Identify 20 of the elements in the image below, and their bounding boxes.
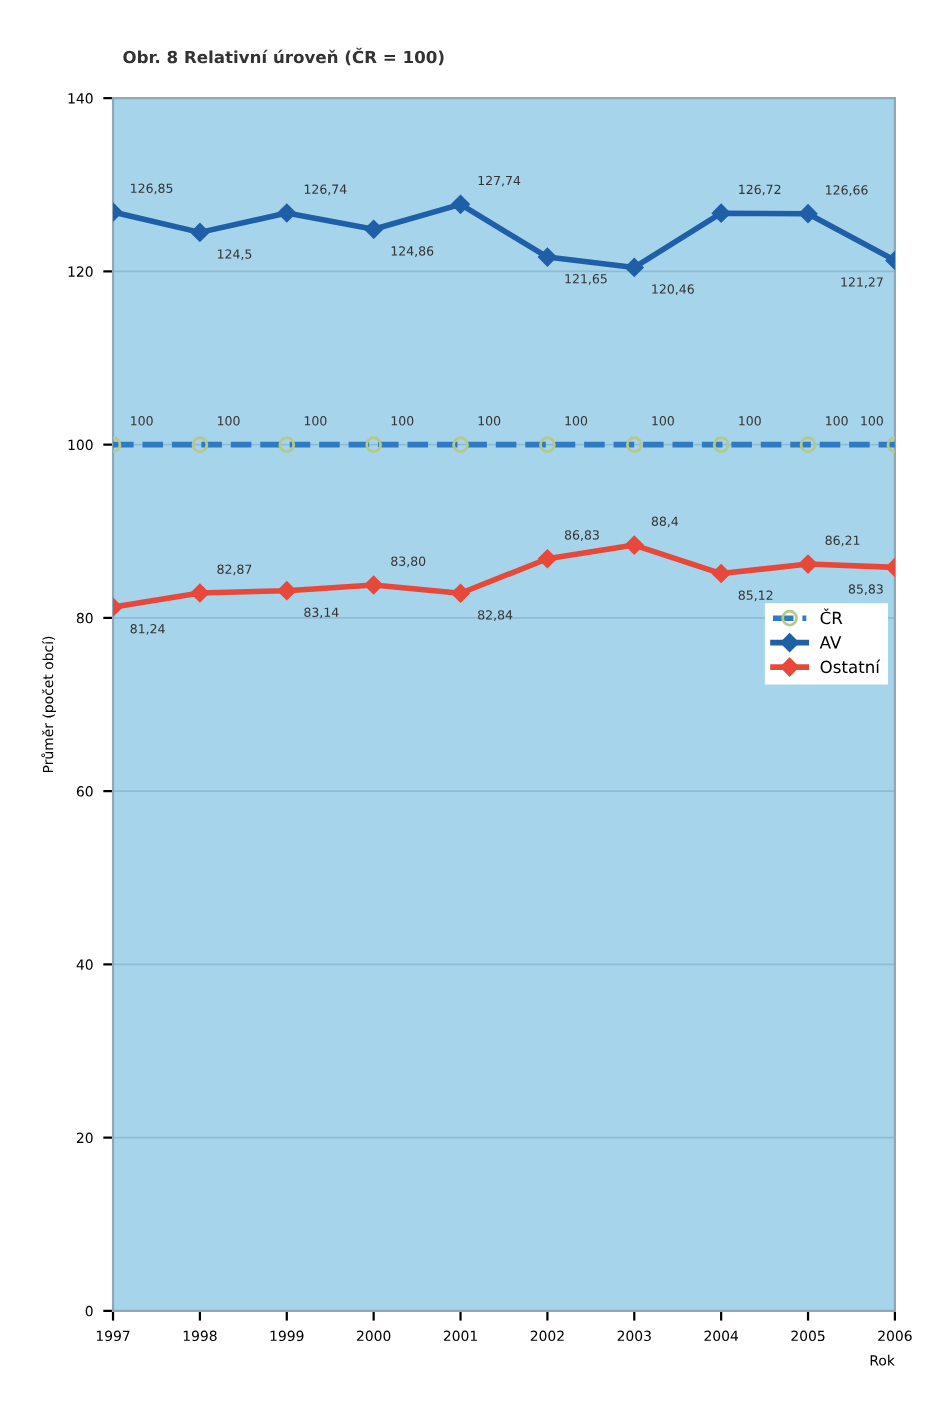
legend-label: AV [819, 636, 842, 649]
point [798, 554, 818, 574]
point [798, 204, 818, 223]
point [190, 223, 210, 242]
chart-title: Obr. 8 Relativní úroveň (ČR = 100) [123, 47, 444, 66]
point [451, 195, 470, 214]
point [711, 564, 731, 583]
point [711, 203, 731, 223]
point [364, 220, 383, 239]
legend-label: ČR [820, 608, 843, 625]
point [538, 549, 557, 568]
point [538, 247, 557, 267]
point [625, 535, 644, 555]
point [451, 584, 470, 603]
point [190, 583, 210, 603]
legend-label: Ostatní [820, 659, 881, 674]
point [277, 581, 297, 600]
point [277, 203, 297, 223]
point [364, 575, 383, 595]
point [625, 258, 644, 277]
